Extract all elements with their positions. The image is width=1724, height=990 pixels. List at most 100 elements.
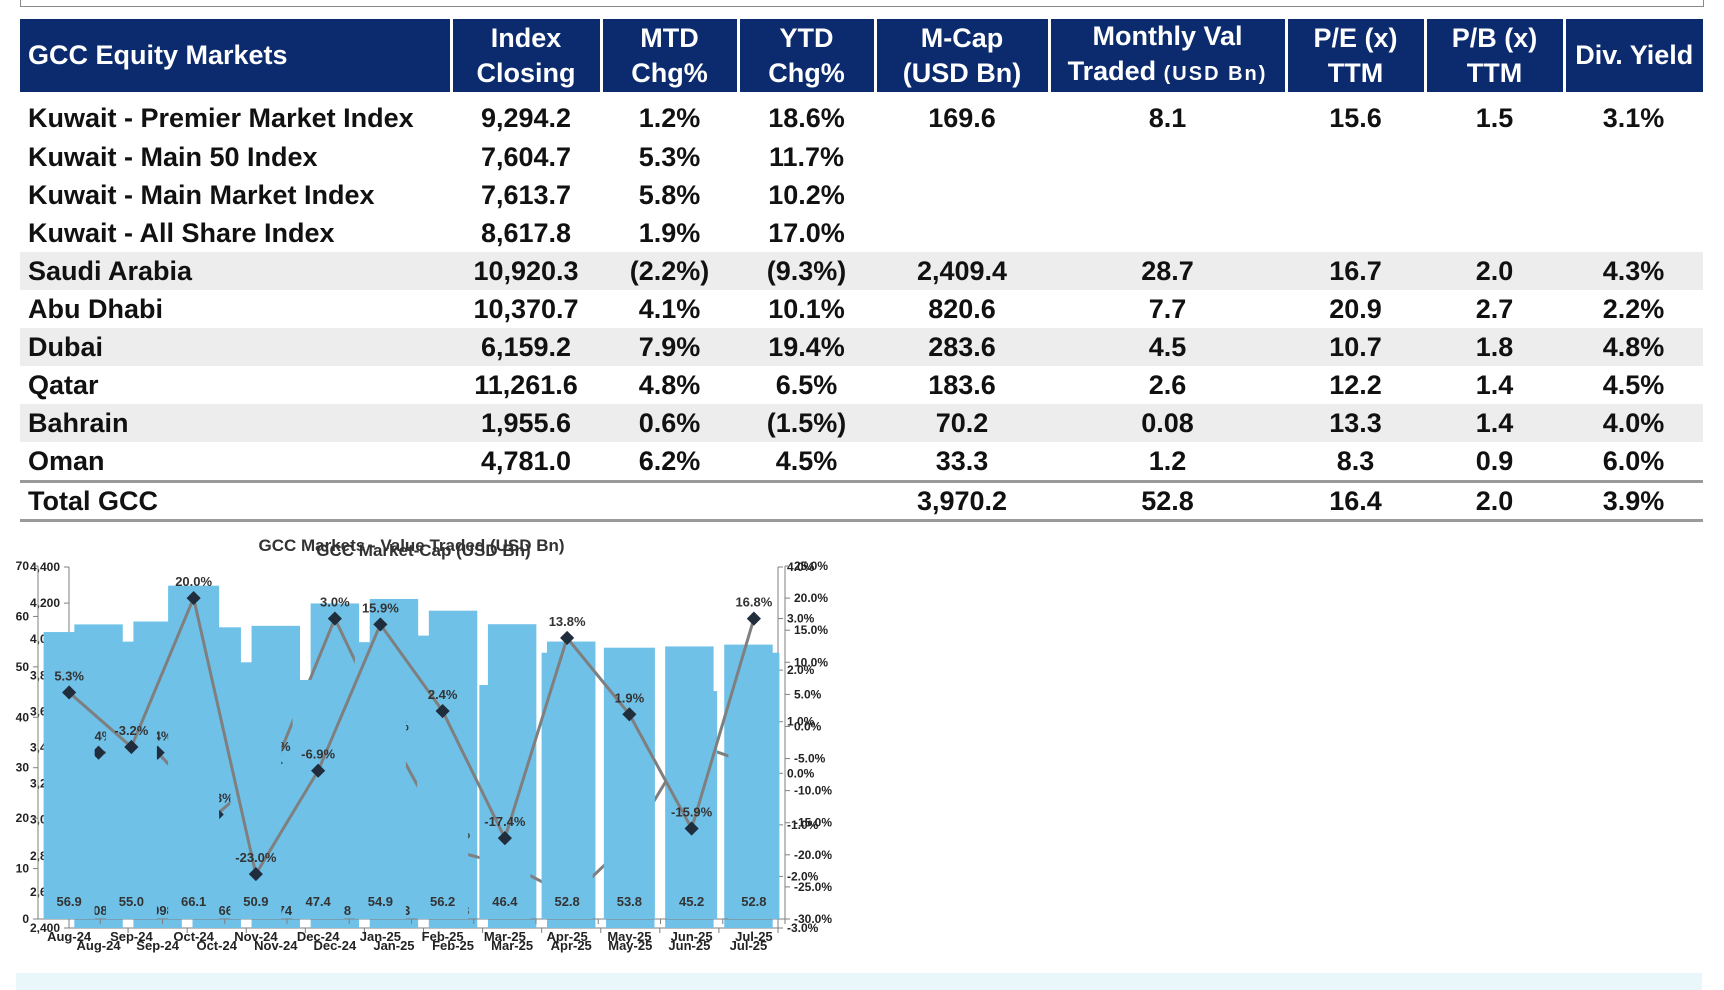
- cell-val-traded: 4.5: [1049, 328, 1286, 366]
- cell-mcap: 283.6: [875, 328, 1049, 366]
- cell-closing: 8,617.8: [480, 217, 572, 248]
- cell-mcap: [875, 176, 1049, 214]
- cell-pb: 1.4: [1475, 369, 1514, 400]
- right-tick-label: -1.0%: [787, 818, 819, 832]
- right-tick-label: 0.0%: [787, 766, 815, 780]
- cell-ytd: 10.1%: [768, 293, 845, 324]
- x-tick-label: Mar-25: [484, 929, 526, 944]
- cell-ytd: 18.6%: [768, 102, 845, 133]
- left-tick-label: 40: [16, 710, 30, 724]
- header-monthly-val-traded: Monthly Val Traded (USD Bn): [1049, 19, 1288, 92]
- cell-div-yield: 6.0%: [1602, 445, 1665, 476]
- cell-val-traded: [1049, 214, 1286, 252]
- right-tick-label: 0.0%: [794, 719, 822, 733]
- cell-ytd: 10.2%: [768, 179, 845, 210]
- x-tick-label: Sep-24: [110, 929, 153, 944]
- cell-mtd: 6.2%: [638, 445, 701, 476]
- bar-value-label: 46.4: [492, 894, 518, 909]
- gcc-equity-markets-table: GCC Equity Markets Index Closing MTD Chg% …: [20, 19, 1703, 522]
- cell-market: Total GCC: [20, 480, 451, 522]
- cell-val-traded: 1.2: [1148, 445, 1187, 476]
- cell-val-traded: 52.8: [1049, 480, 1286, 522]
- cell-val-traded: 28.7: [1049, 252, 1286, 290]
- change-value-label: -17.4%: [484, 814, 526, 829]
- cell-pb: 2.7: [1475, 293, 1514, 324]
- left-tick-label: 2,400: [30, 921, 60, 935]
- x-tick-label: Apr-25: [551, 938, 592, 953]
- bar-value-label: 54.9: [368, 894, 393, 909]
- cell-mtd: 0.6%: [601, 404, 738, 442]
- cell-val-traded: 8.1: [1148, 102, 1187, 133]
- bar: [354, 642, 406, 919]
- cell-pe: 10.7: [1286, 328, 1425, 366]
- header-ytd-chg: YTD Chg%: [738, 19, 877, 92]
- bar-value-label: 50.9: [243, 894, 268, 909]
- cell-closing: 7,613.7: [480, 179, 572, 210]
- chart-title: GCC Market-Cap (USD Bn): [316, 541, 530, 560]
- cell-market: Kuwait - All Share Index: [28, 217, 335, 248]
- cell-ytd: 4.5%: [775, 445, 838, 476]
- bar: [728, 652, 780, 919]
- footer-band: [16, 973, 1702, 990]
- cell-mcap: [875, 214, 1049, 252]
- table-total-row: Total GCC 3,970.2 52.8 16.4 2.0 3.9%: [20, 480, 1703, 522]
- cell-mtd: 5.3%: [638, 141, 701, 172]
- right-tick-label: -20.0%: [794, 848, 832, 862]
- cell-closing: 7,604.7: [480, 141, 572, 172]
- cell-market: Abu Dhabi: [28, 293, 163, 324]
- cell-market: Saudi Arabia: [20, 252, 451, 290]
- x-tick-label: Dec-24: [314, 938, 357, 953]
- cell-mtd: 4.1%: [638, 293, 701, 324]
- table-row: Saudi Arabia 10,920.3 (2.2%) (9.3%) 2,40…: [20, 252, 1703, 290]
- cell-mcap: 3,970.2: [875, 480, 1049, 522]
- change-value-label: 1.9%: [615, 690, 645, 705]
- cell-closing: 10,370.7: [473, 293, 579, 324]
- right-tick-label: 3.0%: [787, 612, 815, 626]
- cell-div-yield: [1564, 176, 1703, 214]
- table-row: Bahrain 1,955.6 0.6% (1.5%) 70.2 0.08 13…: [20, 404, 1703, 442]
- cell-market: Kuwait - Main 50 Index: [28, 141, 318, 172]
- right-tick-label: -5.0%: [794, 752, 826, 766]
- cell-closing: 10,920.3: [451, 252, 601, 290]
- cell-ytd: 19.4%: [738, 328, 875, 366]
- change-value-label: 16.8%: [735, 595, 772, 610]
- cell-mcap: 70.2: [875, 404, 1049, 442]
- cell-mcap: 2,409.4: [875, 252, 1049, 290]
- x-tick-label: Dec-24: [297, 929, 340, 944]
- cell-div-yield: [1564, 214, 1703, 252]
- cell-closing: [451, 480, 601, 522]
- x-tick-label: Jun-25: [668, 938, 710, 953]
- cell-div-yield: [1564, 138, 1703, 176]
- x-tick-label: Jan-25: [373, 938, 414, 953]
- cell-div-yield: 4.5%: [1602, 369, 1665, 400]
- cell-pe: [1286, 176, 1425, 214]
- table-row: Dubai 6,159.2 7.9% 19.4% 283.6 4.5 10.7 …: [20, 328, 1703, 366]
- header-m-cap: M-Cap (USD Bn): [875, 19, 1051, 92]
- cell-pe: [1286, 214, 1425, 252]
- x-tick-label: Jun-25: [671, 929, 713, 944]
- bar-value-label: 52.8: [741, 894, 766, 909]
- bar: [666, 691, 718, 919]
- cell-val-traded: [1049, 176, 1286, 214]
- cell-pb: 1.8: [1425, 328, 1564, 366]
- cell-pb: [1425, 214, 1564, 252]
- table-row: Qatar 11,261.6 4.8% 6.5% 183.6 2.6 12.2 …: [20, 366, 1703, 404]
- bar: [417, 635, 469, 919]
- bar-value-label: 47.4: [305, 894, 331, 909]
- header-mtd-chg: MTD Chg%: [601, 19, 740, 92]
- change-value-label: 15.9%: [362, 600, 399, 615]
- cell-div-yield: 3.1%: [1602, 102, 1665, 133]
- cell-closing: 9,294.2: [480, 102, 572, 133]
- right-tick-label: 1.0%: [787, 715, 815, 729]
- cell-div-yield: 3.9%: [1564, 480, 1703, 522]
- cell-mcap: [875, 138, 1049, 176]
- cell-closing: 1,955.6: [451, 404, 601, 442]
- bar-value-label: 56.2: [430, 894, 455, 909]
- x-tick-label: Aug-24: [77, 938, 122, 953]
- x-tick-label: Jul-25: [730, 938, 768, 953]
- right-tick-label: 15.0%: [794, 623, 828, 637]
- cell-ytd: 6.5%: [775, 369, 838, 400]
- change-marker: [248, 867, 263, 882]
- right-tick-label: 20.0%: [794, 591, 828, 605]
- change-value-label: 20.0%: [175, 574, 212, 589]
